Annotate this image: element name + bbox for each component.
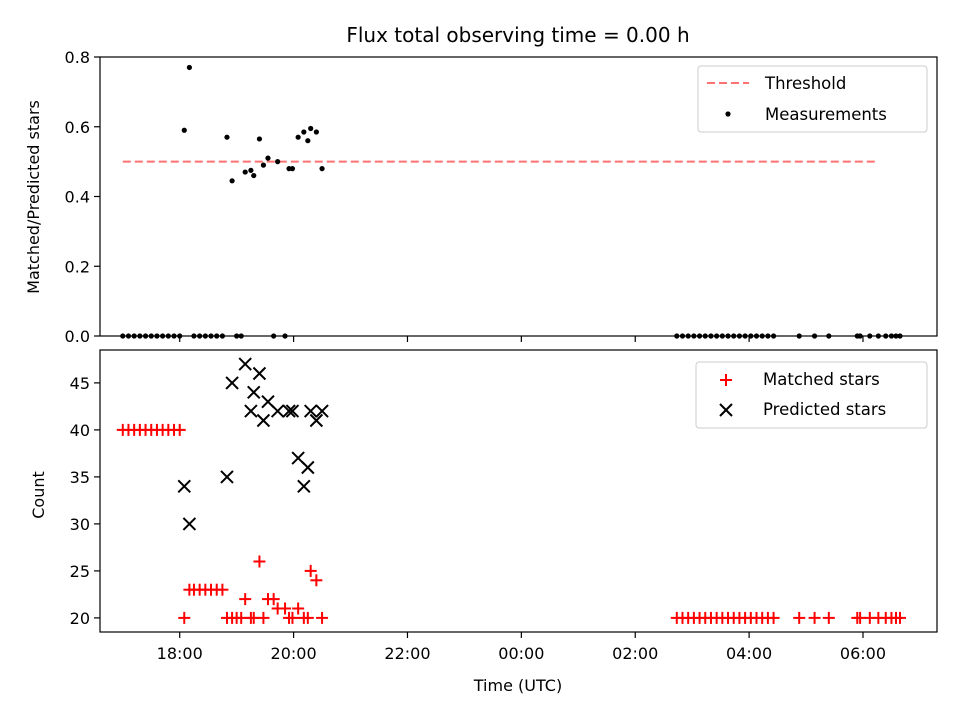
bottom-plot-frame bbox=[99, 349, 938, 633]
bottom-panel: 20 25 30 35 40 45 18:00 20:00 22:00 00:00 02:00 04… bbox=[29, 349, 938, 695]
bottom-ytick-label: 45 bbox=[70, 374, 90, 393]
bottom-xtick-label: 22:00 bbox=[384, 644, 430, 663]
bottom-xtick-label: 18:00 bbox=[157, 644, 203, 663]
bottom-ytick-label: 25 bbox=[70, 562, 90, 581]
matched-star-point bbox=[304, 564, 317, 577]
predicted-star-point bbox=[270, 404, 285, 418]
measurement-point bbox=[242, 169, 248, 175]
predicted-star-point bbox=[220, 470, 234, 484]
predicted-star-point bbox=[177, 479, 191, 494]
predicted-star-point bbox=[303, 404, 318, 418]
matched-star-point bbox=[267, 593, 280, 606]
top-legend: Threshold Measurements bbox=[697, 65, 928, 133]
matched-star-point bbox=[279, 602, 292, 615]
predicted-star-point bbox=[247, 385, 261, 400]
predicted-star-point bbox=[285, 404, 300, 418]
predicted-star-point bbox=[282, 404, 296, 418]
measurement-point bbox=[260, 162, 267, 168]
predicted-star-point bbox=[315, 404, 329, 418]
top-ytick-label: 0.0 bbox=[65, 327, 90, 346]
measurement-point bbox=[295, 134, 301, 140]
measurement-point bbox=[289, 166, 296, 172]
matched-star-point bbox=[893, 611, 906, 624]
predicted-star-point bbox=[309, 413, 324, 428]
measurement-point bbox=[305, 138, 311, 144]
top-ytick-label: 0.2 bbox=[65, 257, 90, 276]
predicted-star-point bbox=[182, 517, 197, 531]
matched-star-point bbox=[316, 611, 329, 624]
legend-measurements-marker bbox=[725, 111, 731, 117]
predicted-star-point bbox=[297, 479, 311, 494]
measurement-point bbox=[251, 172, 257, 179]
matched-star-point bbox=[239, 593, 252, 606]
measurement-point bbox=[265, 155, 271, 161]
matched-star-point bbox=[808, 611, 821, 624]
measurement-point bbox=[313, 129, 319, 135]
legend-measurements-label: Measurements bbox=[765, 105, 887, 124]
predicted-star-point bbox=[225, 376, 239, 390]
matched-star-point bbox=[793, 611, 806, 624]
measurement-point bbox=[248, 167, 254, 173]
measurement-point bbox=[301, 129, 307, 135]
bottom-ytick-label: 20 bbox=[70, 609, 90, 628]
bottom-legend-box bbox=[695, 361, 928, 429]
predicted-star-point bbox=[244, 404, 258, 418]
matched-star-point bbox=[216, 583, 229, 596]
measurement-point bbox=[181, 127, 187, 133]
bottom-xtick-label: 20:00 bbox=[271, 644, 317, 663]
top-panel: 0.00.20.40.60.8 Matched/Predicted stars … bbox=[24, 48, 938, 346]
top-ytick-label: 0.4 bbox=[65, 188, 90, 207]
bottom-ytick-label: 30 bbox=[70, 515, 90, 534]
top-ylabel: Matched/Predicted stars bbox=[24, 100, 43, 294]
predicted-star-point bbox=[238, 357, 252, 371]
matched-star-point bbox=[286, 611, 299, 624]
bottom-xtick-label: 02:00 bbox=[612, 644, 658, 663]
matched-star-point bbox=[257, 611, 270, 624]
bottom-xtick-label: 04:00 bbox=[726, 644, 772, 663]
bottom-ytick-label: 40 bbox=[70, 421, 90, 440]
matched-star-point bbox=[178, 611, 191, 624]
predicted-star-point bbox=[256, 413, 271, 428]
bottom-ylabel: Count bbox=[29, 471, 48, 519]
measurement-point bbox=[186, 64, 192, 71]
matched-star-point bbox=[173, 423, 186, 436]
measurement-point bbox=[229, 178, 235, 184]
top-ytick-label: 0.6 bbox=[65, 118, 90, 137]
predicted-star-point bbox=[252, 366, 267, 381]
matched-star-point bbox=[301, 611, 314, 624]
bottom-xlabel: Time (UTC) bbox=[473, 676, 562, 695]
measurement-point bbox=[224, 134, 230, 140]
top-ytick-label: 0.8 bbox=[65, 48, 90, 67]
bottom-ytick-label: 35 bbox=[70, 468, 90, 487]
matched-star-point bbox=[767, 611, 780, 624]
legend-matched-label: Matched stars bbox=[763, 370, 880, 389]
top-legend-box bbox=[697, 65, 928, 133]
matched-star-point bbox=[822, 611, 835, 624]
legend-predicted-marker bbox=[719, 403, 733, 417]
predicted-star-point bbox=[301, 460, 315, 475]
measurement-point bbox=[308, 125, 314, 132]
bottom-xtick-label: 06:00 bbox=[840, 644, 886, 663]
measurement-point bbox=[275, 159, 281, 165]
legend-threshold-label: Threshold bbox=[764, 74, 846, 93]
chart-title: Flux total observing time = 0.00 h bbox=[346, 23, 689, 47]
legend-matched-marker bbox=[720, 374, 732, 386]
bottom-legend: Matched stars Predicted stars bbox=[695, 361, 928, 429]
bottom-xtick-label: 00:00 bbox=[498, 644, 544, 663]
measurement-point bbox=[319, 166, 325, 172]
matched-star-point bbox=[253, 555, 266, 568]
matched-star-point bbox=[292, 602, 305, 615]
matched-star-point bbox=[310, 574, 323, 587]
legend-predicted-label: Predicted stars bbox=[763, 400, 886, 419]
measurement-point bbox=[256, 136, 263, 142]
